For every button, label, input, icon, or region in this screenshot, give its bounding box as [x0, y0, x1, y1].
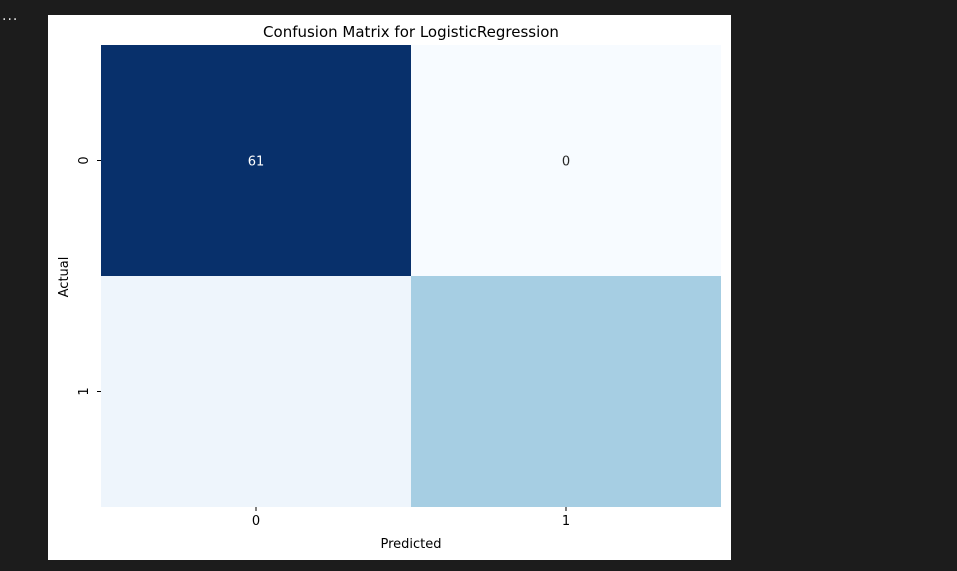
cell-annotation-0-1: 0: [562, 155, 570, 170]
heatmap-cell-0-0: [101, 45, 411, 276]
x-tick-label-0: 0: [252, 514, 260, 529]
heatmap-cell-0-1: [411, 45, 721, 276]
output-collapse-indicator[interactable]: ...: [2, 8, 19, 24]
x-axis-label: Predicted: [380, 537, 441, 552]
heatmap-cells: [101, 45, 721, 507]
y-axis-label: Actual: [57, 257, 72, 298]
y-tick-label-1: 1: [77, 387, 92, 395]
heatmap-cell-1-0: [101, 276, 411, 507]
chart-title: Confusion Matrix for LogisticRegression: [263, 23, 559, 41]
cell-annotations: 61 0: [248, 155, 570, 170]
figure-canvas: Confusion Matrix for LogisticRegression …: [48, 15, 731, 560]
x-tick-label-1: 1: [562, 514, 570, 529]
y-tick-label-0: 0: [77, 156, 92, 164]
cell-annotation-0-0: 61: [248, 155, 265, 170]
confusion-matrix-chart: Confusion Matrix for LogisticRegression …: [57, 23, 721, 552]
y-axis-ticks: 01: [77, 156, 101, 396]
heatmap-cell-1-1: [411, 276, 721, 507]
